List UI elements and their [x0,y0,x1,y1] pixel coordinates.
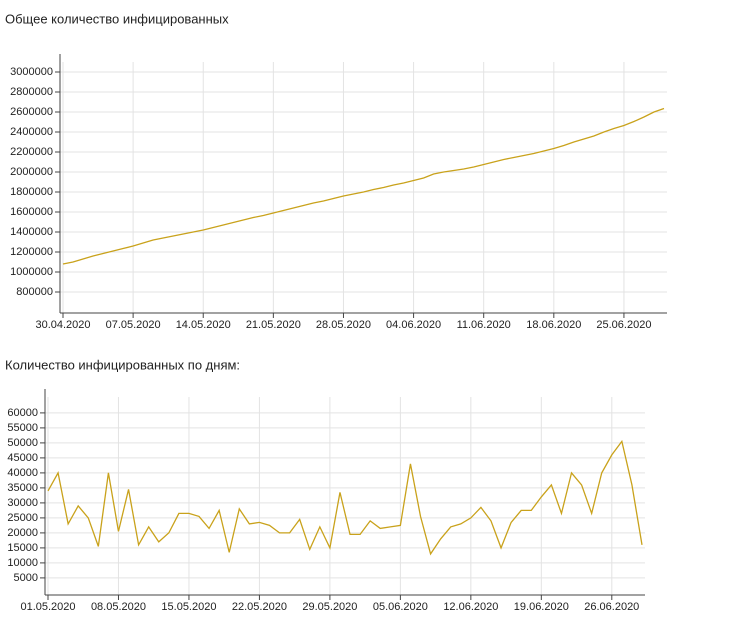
y-tick-label: 800000 [16,286,53,298]
x-tick-label: 18.06.2020 [526,319,581,331]
y-tick-label: 60000 [7,407,38,419]
y-tick-label: 2800000 [10,86,53,98]
y-tick-label: 10000 [7,557,38,569]
y-tick-label: 1000000 [10,266,53,278]
x-tick-label: 14.05.2020 [176,319,231,331]
x-tick-label: 19.06.2020 [514,601,569,613]
x-tick-label: 15.05.2020 [161,601,216,613]
y-tick-label: 45000 [7,452,38,464]
data-line [62,107,665,265]
x-tick-label: 25.06.2020 [596,319,651,331]
y-tick-label: 25000 [7,512,38,524]
y-tick-label: 1200000 [10,246,53,258]
x-tick-label: 28.05.2020 [316,319,371,331]
y-tick-label: 3000000 [10,66,53,78]
x-tick-label: 22.05.2020 [232,601,287,613]
y-tick-label: 1400000 [10,226,53,238]
y-tick-label: 1800000 [10,186,53,198]
x-tick-label: 12.06.2020 [443,601,498,613]
y-tick-label: 15000 [7,542,38,554]
y-tick-label: 35000 [7,482,38,494]
y-tick-label: 2600000 [10,106,53,118]
chart-title: Общее количество инфицированных [5,11,229,26]
y-tick-label: 50000 [7,437,38,449]
y-tick-label: 40000 [7,467,38,479]
data-line [47,439,643,556]
y-tick-label: 1600000 [10,206,53,218]
x-tick-label: 29.05.2020 [302,601,357,613]
chart-title: Количество инфицированных по дням: [5,357,240,372]
x-tick-label: 21.05.2020 [246,319,301,331]
y-tick-label: 30000 [7,497,38,509]
y-tick-label: 2400000 [10,126,53,138]
x-tick-label: 04.06.2020 [386,319,441,331]
y-tick-label: 5000 [14,572,38,584]
x-tick-label: 26.06.2020 [584,601,639,613]
x-tick-label: 30.04.2020 [35,319,90,331]
x-tick-label: 11.06.2020 [457,319,511,331]
x-tick-label: 05.06.2020 [373,601,428,613]
x-tick-label: 07.05.2020 [106,319,161,331]
x-tick-label: 08.05.2020 [91,601,146,613]
y-tick-label: 2200000 [10,146,53,158]
y-tick-label: 20000 [7,527,38,539]
y-tick-label: 55000 [7,422,38,434]
y-tick-label: 2000000 [10,166,53,178]
x-tick-label: 01.05.2020 [20,601,75,613]
